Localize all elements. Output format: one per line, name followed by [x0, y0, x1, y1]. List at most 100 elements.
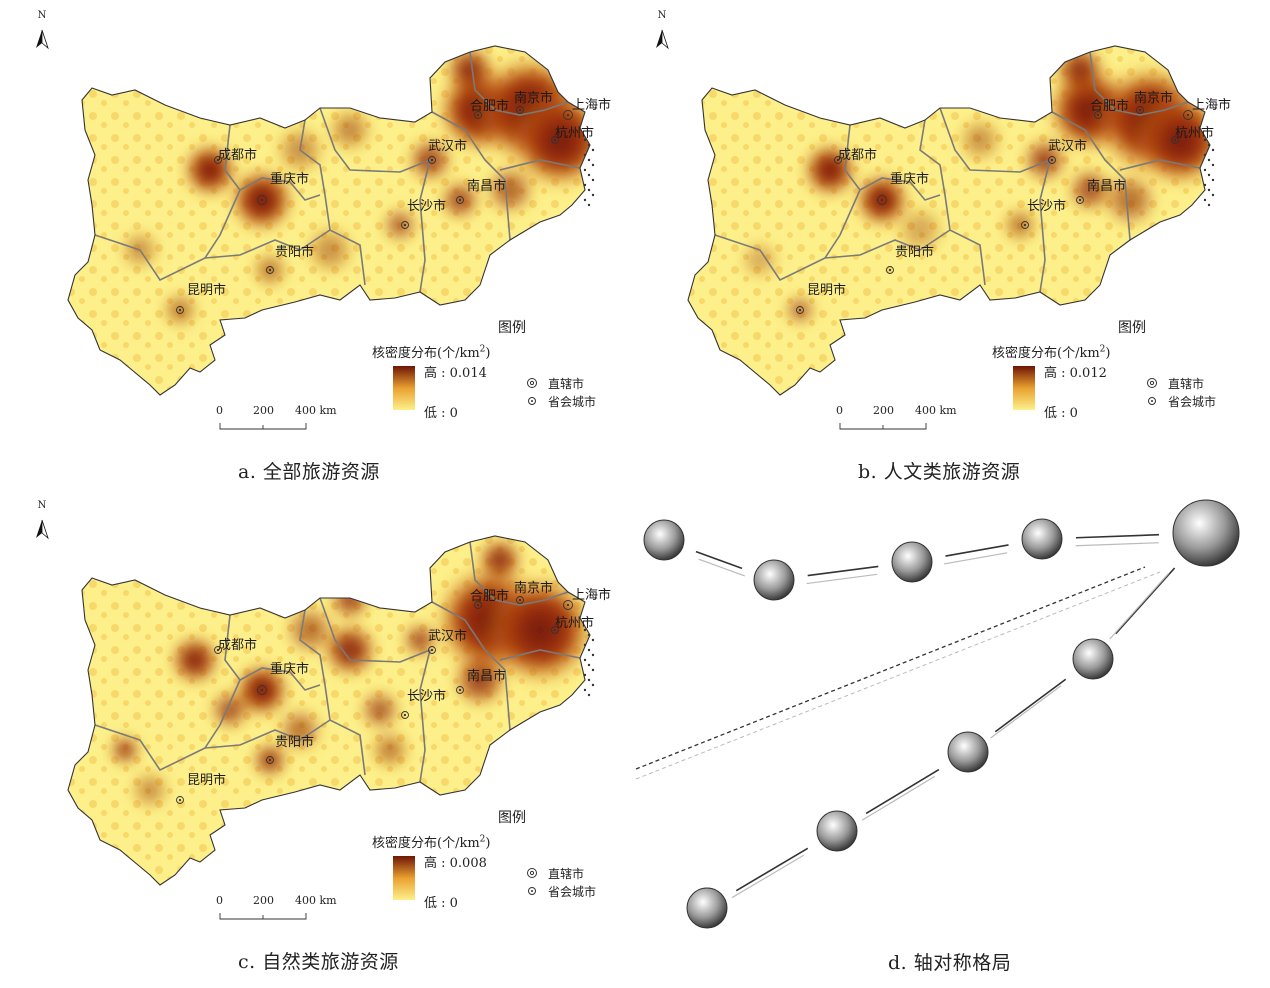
legend-municipality-symbol — [1147, 378, 1157, 388]
city-dot — [1096, 113, 1100, 117]
symmetry-pattern-diagram: d. 轴对称格局 — [620, 490, 1270, 988]
province-boundary — [204, 719, 366, 776]
province-boundary — [859, 177, 941, 201]
legend-capital-label: 省会城市 — [1168, 395, 1217, 409]
island-dot — [583, 183, 587, 187]
province-boundary — [714, 234, 826, 282]
legend-title: 图例 — [498, 810, 526, 826]
legend-municipality-label: 直辖市 — [548, 377, 585, 391]
legend-density-label: 核密度分布(个/km2) — [372, 834, 491, 851]
density-hotspot — [452, 652, 508, 708]
legend-high-value: 高 : 0.008 — [424, 856, 487, 871]
province-boundary — [204, 229, 366, 286]
capital-symbol — [456, 196, 464, 204]
node-sphere — [643, 519, 685, 561]
city-dot — [1078, 198, 1082, 202]
density-hotspot — [330, 580, 370, 620]
city-dot — [260, 688, 264, 692]
province-boundary — [1051, 111, 1131, 241]
island-dot — [1203, 138, 1207, 142]
node-sphere — [1172, 499, 1240, 567]
scale-label-200: 200 — [873, 404, 894, 417]
map-svg-c — [36, 519, 595, 920]
density-hotspot — [740, 240, 780, 280]
map-panel-natural-resources: N 成都市 重庆市 贵阳市 昆明市 武汉市 长沙市 南昌市 合肥市 南京市 上海市 杭州市 图例 核密度分… — [0, 490, 620, 980]
link-line — [1075, 533, 1160, 539]
city-dot — [888, 268, 892, 272]
capital-symbol — [428, 156, 436, 164]
city-label: 上海市 — [572, 588, 612, 603]
city-dot — [430, 648, 434, 652]
city-dot — [880, 198, 884, 202]
city-dot — [268, 758, 272, 762]
link-line — [865, 768, 940, 815]
node-sphere — [816, 810, 858, 852]
province-boundary — [94, 234, 206, 282]
province-boundary — [494, 101, 569, 116]
province-boundary — [431, 601, 511, 731]
island-dot — [587, 173, 591, 177]
capital-symbol — [1021, 221, 1029, 229]
legend-municipality-label: 直辖市 — [548, 867, 585, 881]
island-dot — [587, 158, 591, 162]
map-panel-all-resources: N 成都市 重庆市 贵阳市 昆明市 武汉市 长沙市 南昌市 合肥市 南京市 上海市 杭州市 图例 核密度分… — [0, 0, 620, 490]
legend-capital-symbol — [1148, 397, 1156, 405]
province-boundary — [1114, 101, 1189, 116]
scale-label-0: 0 — [216, 894, 223, 907]
capital-symbol — [516, 106, 524, 114]
city-label: 长沙市 — [407, 199, 447, 214]
island-dot — [591, 653, 595, 657]
island-dot — [587, 203, 591, 207]
density-hotspot — [210, 690, 250, 730]
island-dot — [591, 683, 595, 687]
north-arrow-icon — [36, 30, 42, 48]
north-label: N — [657, 10, 667, 21]
city-dot — [553, 628, 557, 632]
legend-capital-dot — [1151, 400, 1153, 402]
map-svg-b — [656, 29, 1215, 430]
north-arrow-icon — [36, 520, 42, 538]
city-dot — [798, 308, 802, 312]
province-boundary — [824, 229, 986, 286]
city-dot — [216, 648, 220, 652]
legend-low-value: 低 : 0 — [1044, 406, 1078, 421]
city-dot — [178, 798, 182, 802]
north-label: N — [37, 10, 47, 21]
island-dot — [583, 643, 587, 647]
city-label: 昆明市 — [187, 283, 227, 298]
link-line — [807, 565, 879, 577]
legend-municipality-inner — [1149, 380, 1155, 386]
capital-symbol — [266, 266, 274, 274]
city-label: 成都市 — [838, 148, 878, 163]
municipality-symbol — [563, 110, 573, 120]
city-label: 杭州市 — [1175, 126, 1215, 141]
city-dot — [268, 268, 272, 272]
city-dot — [430, 158, 434, 162]
legend-gradient-bar — [1013, 366, 1035, 410]
capital-symbol — [796, 306, 804, 314]
legend-low-value: 低 : 0 — [424, 896, 458, 911]
island-dot — [583, 688, 587, 692]
city-label: 杭州市 — [555, 126, 595, 141]
density-hotspot — [322, 622, 378, 678]
density-hotspot — [483, 573, 590, 687]
municipality-symbol — [877, 195, 887, 205]
city-label: 上海市 — [572, 98, 612, 113]
scale-label-0: 0 — [836, 404, 843, 417]
city-label: 合肥市 — [470, 99, 510, 114]
density-hotspot — [477, 537, 523, 583]
capital-symbol — [1048, 156, 1056, 164]
province-boundary — [419, 649, 431, 783]
link-shadow — [806, 573, 878, 585]
legend-density-label: 核密度分布(个/km2) — [992, 344, 1111, 361]
capital-symbol — [551, 626, 559, 634]
legend-title: 图例 — [1118, 320, 1146, 336]
density-hotspot — [327, 107, 373, 153]
city-label: 贵阳市 — [895, 245, 935, 260]
map-caption-b: b. 人文类旅游资源 — [858, 461, 1021, 483]
island-dot — [1203, 168, 1207, 172]
municipality-symbol — [563, 600, 573, 610]
province-boundary — [239, 667, 321, 691]
density-hotspot — [182, 142, 238, 198]
province-boundary — [299, 609, 331, 721]
